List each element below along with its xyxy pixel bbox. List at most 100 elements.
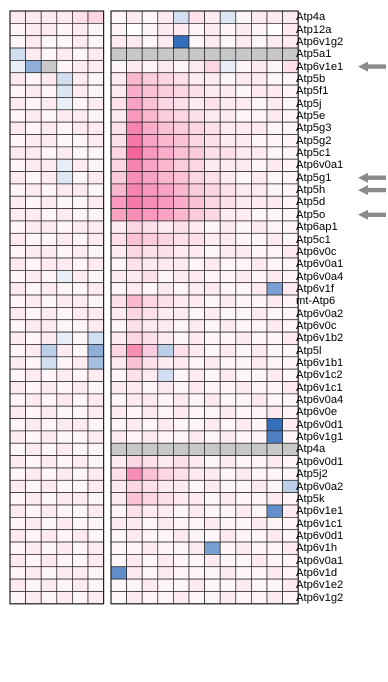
heatmap-cell-r6-group2-c9 xyxy=(251,84,268,98)
heatmap-cell-r0-group1-c0 xyxy=(9,10,26,24)
heatmap-cell-r18-group2-c9 xyxy=(251,232,268,247)
heatmap-cell-r11-group2-c4 xyxy=(173,146,190,160)
heatmap-cell-r41-group1-c3 xyxy=(56,516,73,531)
heatmap-cell-r4-group2-c3 xyxy=(157,60,174,74)
heatmap-cell-r31-group2-c3 xyxy=(157,393,174,407)
heatmap-cell-r42-group2-c5 xyxy=(188,529,205,543)
heatmap-cell-r42-group2-c0 xyxy=(110,529,127,543)
heatmap-cell-r0-group1-c4 xyxy=(72,10,89,24)
heatmap-cell-r34-group1-c4 xyxy=(72,430,89,444)
row-label: Atp6v1h xyxy=(296,542,338,555)
heatmap-cell-r40-group1-c5 xyxy=(87,504,104,518)
row-label: Atp6v1e2 xyxy=(296,579,344,592)
heatmap-cell-r16-group2-c0 xyxy=(110,208,127,222)
heatmap-cell-r38-group2-c9 xyxy=(251,479,268,493)
heatmap-cell-r17-group2-c2 xyxy=(141,220,159,234)
heatmap-cell-r18-group1-c5 xyxy=(87,232,104,247)
heatmap-cell-r5-group2-c2 xyxy=(141,72,159,86)
heatmap-cell-r47-group2-c1 xyxy=(126,591,143,605)
heatmap-cell-r30-group1-c1 xyxy=(25,381,42,395)
heatmap-cell-r11-group2-c6 xyxy=(204,146,221,160)
heatmap-cell-r22-group2-c8 xyxy=(235,282,252,296)
heatmap-cell-r7-group2-c1 xyxy=(126,97,143,111)
heatmap-cell-r28-group2-c4 xyxy=(173,356,190,370)
heatmap-cell-r32-group2-c8 xyxy=(235,405,252,419)
heatmap-cell-r4-group1-c2 xyxy=(40,60,58,74)
heatmap-cell-r46-group2-c1 xyxy=(126,578,143,592)
heatmap-cell-r45-group2-c4 xyxy=(173,566,190,580)
row-label: Atp6v0d1 xyxy=(296,529,344,542)
heatmap-cell-r13-group1-c2 xyxy=(40,171,58,185)
heatmap-cell-r11-group1-c2 xyxy=(40,146,58,160)
row-label: Atp5a1 xyxy=(296,48,332,61)
heatmap-cell-r43-group2-c10 xyxy=(266,541,283,555)
heatmap-cell-r16-group1-c1 xyxy=(25,208,42,222)
heatmap-cell-r10-group2-c0 xyxy=(110,134,127,148)
heatmap-cell-r26-group2-c6 xyxy=(204,331,221,345)
heatmap-cell-r19-group1-c1 xyxy=(25,245,42,259)
heatmap-cell-r10-group2-c6 xyxy=(204,134,221,148)
heatmap-cell-r20-group2-c3 xyxy=(157,257,174,271)
heatmap-cell-r39-group1-c3 xyxy=(56,492,73,506)
heatmap-cell-r31-group2-c10 xyxy=(266,393,283,407)
heatmap-cell-r17-group1-c0 xyxy=(9,220,26,234)
heatmap-cell-r43-group2-c3 xyxy=(157,541,174,555)
heatmap-cell-r29-group2-c5 xyxy=(188,368,205,382)
heatmap-cell-r41-group2-c1 xyxy=(126,516,143,531)
heatmap-cell-r26-group2-c5 xyxy=(188,331,205,345)
heatmap-cell-r25-group2-c8 xyxy=(235,319,252,333)
heatmap-cell-r30-group2-c2 xyxy=(141,381,159,395)
heatmap-cell-r23-group2-c10 xyxy=(266,294,283,308)
heatmap-cell-r22-group1-c4 xyxy=(72,282,89,296)
heatmap-cell-r42-group2-c1 xyxy=(126,529,143,543)
heatmap-cell-r21-group2-c10 xyxy=(266,270,283,284)
row-label: Atp6v0a1 xyxy=(296,258,344,271)
heatmap-cell-r29-group2-c8 xyxy=(235,368,252,382)
heatmap-cell-r6-group2-c8 xyxy=(235,84,252,98)
heatmap-cell-r5-group1-c3 xyxy=(56,72,73,86)
heatmap-cell-r46-group1-c2 xyxy=(40,578,58,592)
heatmap-cell-r1-group2-c8 xyxy=(235,23,252,37)
heatmap-cell-r24-group2-c6 xyxy=(204,307,221,321)
heatmap-cell-r44-group1-c4 xyxy=(72,554,89,568)
heatmap-cell-r16-group1-c5 xyxy=(87,208,104,222)
heatmap-cell-r39-group1-c5 xyxy=(87,492,104,506)
heatmap-cell-r43-group2-c0 xyxy=(110,541,127,555)
heatmap-cell-r19-group1-c3 xyxy=(56,245,73,259)
heatmap-cell-r28-group2-c10 xyxy=(266,356,283,370)
heatmap-cell-r0-group2-c6 xyxy=(204,10,221,24)
heatmap-group-border-1 xyxy=(9,10,105,605)
heatmap-cell-r38-group2-c0 xyxy=(110,479,127,493)
heatmap-cell-r37-group2-c6 xyxy=(204,467,221,481)
heatmap-cell-r11-group2-c2 xyxy=(141,146,159,160)
heatmap-cell-r11-group1-c5 xyxy=(87,146,104,160)
heatmap-cell-r35-group2-c4 xyxy=(173,442,190,456)
heatmap-cell-r3-group2-c7 xyxy=(219,47,237,61)
heatmap-cell-r45-group2-c5 xyxy=(188,566,205,580)
heatmap-cell-r20-group2-c5 xyxy=(188,257,205,271)
heatmap-cell-r39-group2-c3 xyxy=(157,492,174,506)
heatmap-cell-r20-group2-c0 xyxy=(110,257,127,271)
heatmap-cell-r37-group1-c4 xyxy=(72,467,89,481)
heatmap-cell-r46-group1-c0 xyxy=(9,578,26,592)
heatmap-cell-r29-group1-c2 xyxy=(40,368,58,382)
heatmap-cell-r20-group2-c2 xyxy=(141,257,159,271)
heatmap-cell-r46-group2-c8 xyxy=(235,578,252,592)
heatmap-cell-r0-group1-c2 xyxy=(40,10,58,24)
heatmap-cell-r33-group2-c9 xyxy=(251,418,268,432)
heatmap-cell-r14-group1-c3 xyxy=(56,183,73,197)
heatmap-cell-r15-group1-c2 xyxy=(40,195,58,209)
heatmap-cell-r14-group2-c10 xyxy=(266,183,283,197)
heatmap-cell-r47-group2-c5 xyxy=(188,591,205,605)
heatmap-cell-r46-group2-c10 xyxy=(266,578,283,592)
heatmap-cell-r27-group2-c6 xyxy=(204,344,221,358)
heatmap-cell-r23-group1-c0 xyxy=(9,294,26,308)
heatmap-cell-r11-group1-c1 xyxy=(25,146,42,160)
heatmap-cell-r37-group2-c3 xyxy=(157,467,174,481)
heatmap-cell-r6-group2-c6 xyxy=(204,84,221,98)
heatmap-cell-r32-group1-c1 xyxy=(25,405,42,419)
heatmap-cell-r20-group1-c5 xyxy=(87,257,104,271)
heatmap-cell-r9-group1-c5 xyxy=(87,121,104,135)
row-label: Atp6v1g2 xyxy=(296,591,344,604)
heatmap-cell-r42-group2-c9 xyxy=(251,529,268,543)
